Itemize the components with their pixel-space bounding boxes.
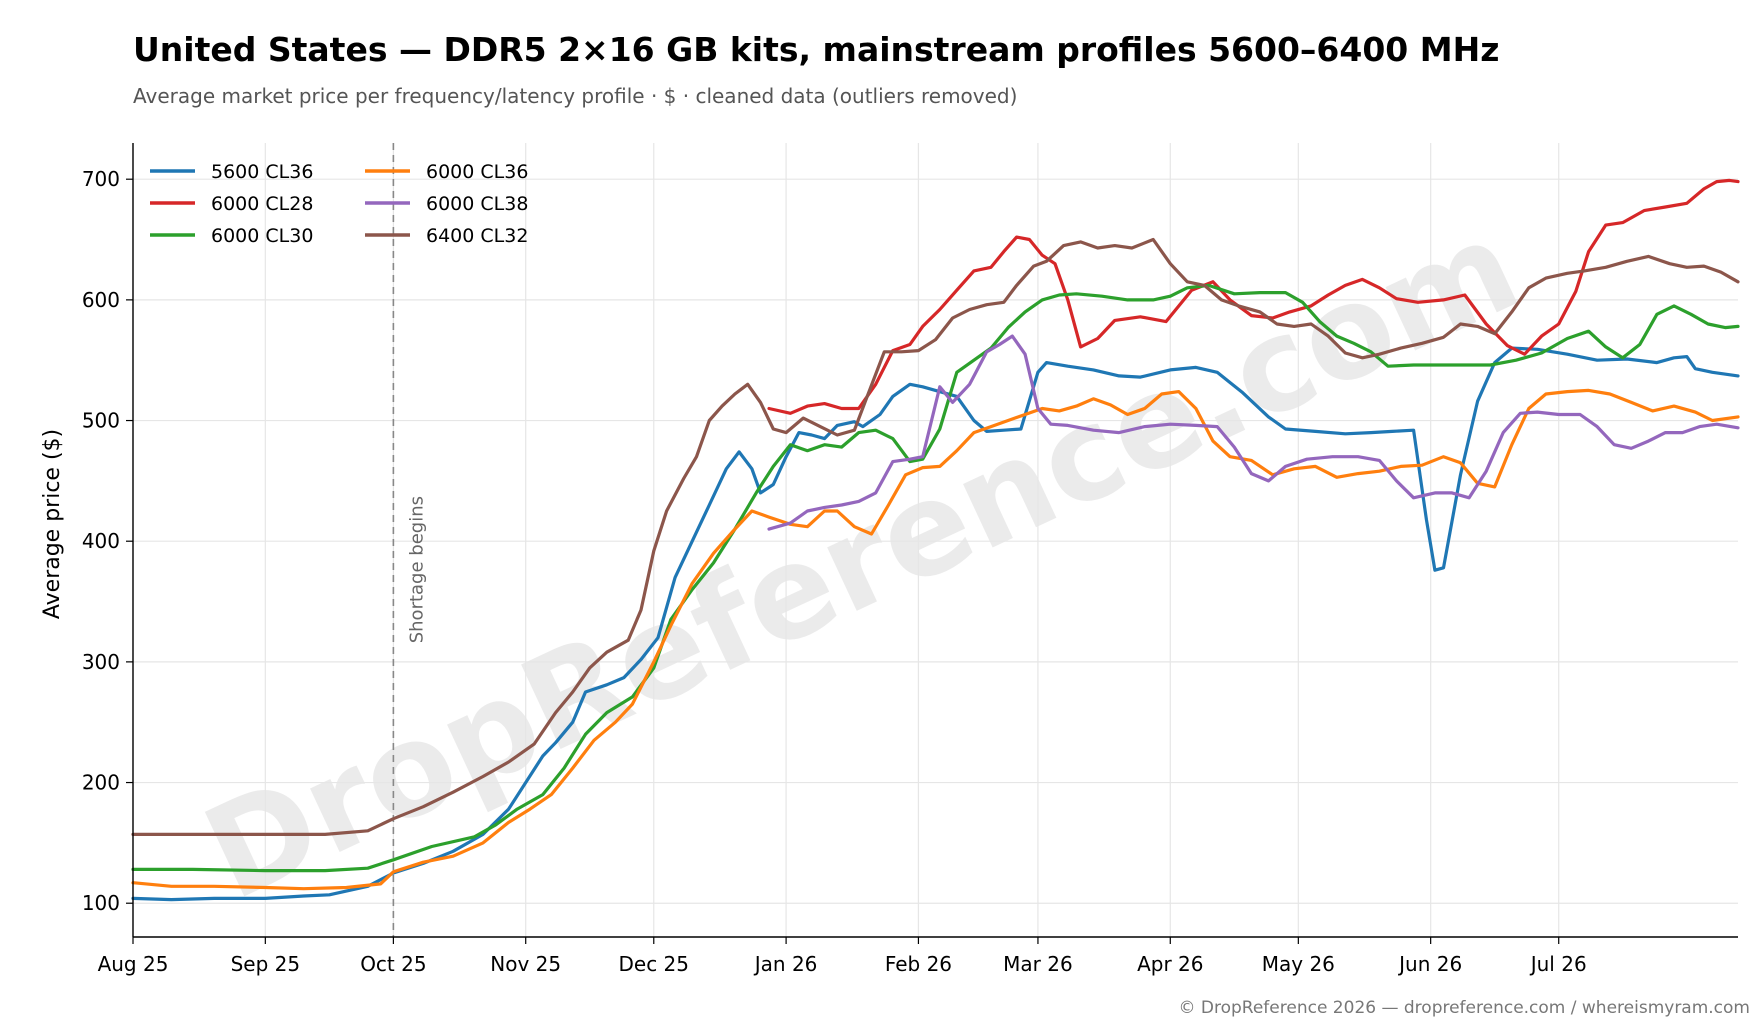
y-tick-label: 700 <box>82 167 120 191</box>
shortage-begins-label: Shortage begins <box>406 496 427 643</box>
x-tick-label: Feb 26 <box>885 952 952 976</box>
legend-label-6000-cl36: 6000 CL36 <box>426 161 528 183</box>
series-lines <box>131 178 1740 902</box>
x-tick-label: Aug 25 <box>98 952 169 976</box>
annotation: Shortage begins <box>392 143 427 937</box>
x-tick-label: Jun 26 <box>1397 952 1462 976</box>
watermark-text: DropReference.com <box>184 192 1540 930</box>
chart-subtitle: Average market price per frequency/laten… <box>133 84 1018 108</box>
chart-footer: © DropReference 2026 — dropreference.com… <box>1178 998 1751 1018</box>
y-tick-label: 600 <box>82 288 120 312</box>
legend-label-6400-cl32: 6400 CL32 <box>426 225 528 247</box>
x-tick-label: Jul 26 <box>1529 952 1587 976</box>
y-tick-label: 100 <box>82 891 120 915</box>
y-tick-label: 300 <box>82 650 120 674</box>
legend-label-6000-cl28: 6000 CL28 <box>211 193 313 215</box>
y-axis-title: Average price ($) <box>40 429 65 619</box>
x-tick-label: Jan 26 <box>753 952 818 976</box>
watermark: DropReference.com <box>184 192 1540 930</box>
legend: 5600 CL36 6000 CL28 6000 CL30 6000 CL36 6000… <box>150 161 528 247</box>
x-tick-label: Sep 25 <box>231 952 301 976</box>
legend-label-5600-cl36: 5600 CL36 <box>211 161 313 183</box>
chart-title: United States — DDR5 2×16 GB kits, mains… <box>133 30 1500 69</box>
series-line-6400-cl32 <box>131 237 1740 836</box>
series-line-6000-cl30 <box>131 283 1740 873</box>
series-line-5600-cl36 <box>131 346 1740 902</box>
x-tick-label: Apr 26 <box>1137 952 1203 976</box>
y-tick-label: 400 <box>82 529 120 553</box>
x-tick-label: Mar 26 <box>1003 952 1073 976</box>
legend-label-6000-cl30: 6000 CL30 <box>211 225 313 247</box>
series-line-6000-cl38 <box>767 334 1740 531</box>
x-tick-label: Nov 25 <box>490 952 561 976</box>
x-tick-label: May 26 <box>1262 952 1335 976</box>
y-tick-label: 500 <box>82 409 120 433</box>
legend-label-6000-cl38: 6000 CL38 <box>426 193 528 215</box>
x-tick-label: Oct 25 <box>360 952 426 976</box>
series-line-6000-cl36 <box>131 388 1740 891</box>
axes: 100 200 300 400 500 600 700 Aug 25 Sep 25 Oct 25 N… <box>82 143 1738 976</box>
x-tick-label: Dec 25 <box>619 952 690 976</box>
y-tick-label: 200 <box>82 771 120 795</box>
